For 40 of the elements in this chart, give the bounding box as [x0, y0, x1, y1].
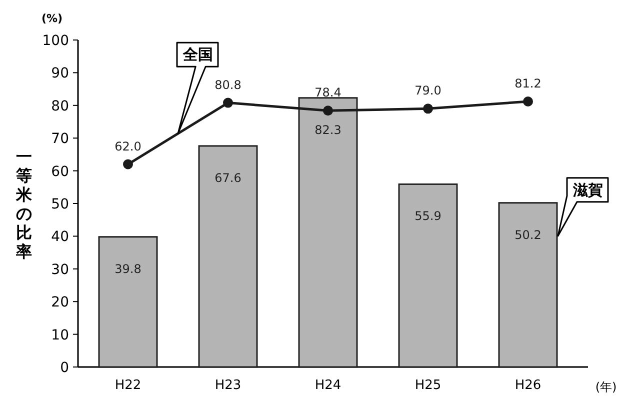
y-tick-label: 60 [51, 164, 69, 180]
y-tick-label: 70 [51, 131, 69, 148]
point [323, 106, 333, 116]
y-tick-label: 10 [51, 327, 69, 344]
y-tick-label: 40 [51, 229, 69, 246]
point [523, 96, 533, 106]
bar [198, 145, 258, 368]
series-label: 滋賀 [572, 180, 603, 199]
callout-滋賀: 滋賀 [557, 177, 609, 237]
data-label: 67.6 [214, 170, 242, 185]
y-tick-label: 0 [60, 360, 69, 376]
bar [498, 202, 558, 368]
y-axis-title: 一等米の比率 [15, 147, 33, 261]
y-tick-label: 100 [42, 33, 69, 49]
point [123, 159, 133, 170]
y-tick-label: 90 [51, 66, 69, 82]
x-tick-label: H24 [314, 378, 342, 393]
x-tick-label: H22 [114, 378, 142, 393]
x-tick-label: H23 [214, 378, 242, 393]
bar [398, 183, 458, 368]
data-label: 55.9 [414, 209, 442, 224]
data-label: 78.4 [314, 86, 342, 100]
x-tick-label: H25 [414, 378, 442, 393]
data-label: 62.0 [114, 139, 142, 154]
x-tick-label: H26 [514, 378, 542, 393]
data-label: 81.2 [514, 76, 542, 90]
text: (%) [41, 12, 63, 25]
y-tick-label: 50 [51, 196, 69, 212]
data-label: 50.2 [514, 228, 542, 242]
data-label: 82.3 [314, 122, 342, 137]
x-axis-title: (年) [595, 380, 617, 394]
point [423, 104, 433, 114]
y-tick-label: 20 [51, 294, 69, 311]
bar [98, 236, 158, 368]
y-tick-label: 80 [51, 98, 69, 114]
data-label: 80.8 [214, 78, 242, 92]
y-tick-label: 30 [51, 262, 69, 278]
data-label: 39.8 [114, 262, 142, 276]
data-label: 79.0 [414, 84, 442, 98]
point [223, 98, 233, 108]
